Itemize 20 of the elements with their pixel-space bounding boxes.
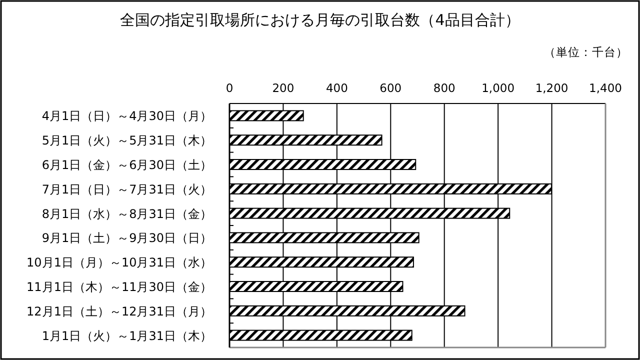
y-tick-label: 12月1日（土）～12月31日（月） bbox=[26, 304, 212, 318]
text: （単位：千台） bbox=[544, 45, 628, 59]
x-tick-label: 400 bbox=[326, 81, 348, 95]
x-tick-label: 200 bbox=[272, 81, 294, 95]
y-tick-label: 11月1日（木）～11月30日（金） bbox=[26, 280, 212, 294]
x-tick-label: 0 bbox=[226, 81, 234, 95]
chart-title: 全国の指定引取場所における月毎の引取台数（4品目合計） bbox=[120, 11, 520, 29]
y-tick-label: 5月1日（火）～5月31日（木） bbox=[42, 134, 212, 148]
x-tick-label: 1,400 bbox=[589, 81, 622, 95]
y-tick-label: 1月1日（火）～1月31日（木） bbox=[42, 328, 212, 343]
y-tick-label: 4月1日（日）～4月30日（月） bbox=[42, 109, 212, 124]
y-tick-label: 7月1日（日）～7月31日（火） bbox=[42, 182, 212, 196]
y-tick-label: 6月1日（金）～6月30日（土） bbox=[42, 158, 212, 172]
x-tick-label: 800 bbox=[433, 81, 456, 95]
y-tick-label: 8月1日（水）～8月31日（金） bbox=[42, 206, 212, 221]
y-tick-label: 9月1日（土）～9月30日（日） bbox=[42, 231, 212, 246]
y-tick-label: 10月1日（月）～10月31日（水） bbox=[26, 256, 212, 270]
x-tick-label: 1,000 bbox=[482, 81, 515, 95]
x-tick-label: 600 bbox=[380, 81, 402, 95]
x-tick-label: 1,200 bbox=[535, 81, 568, 95]
